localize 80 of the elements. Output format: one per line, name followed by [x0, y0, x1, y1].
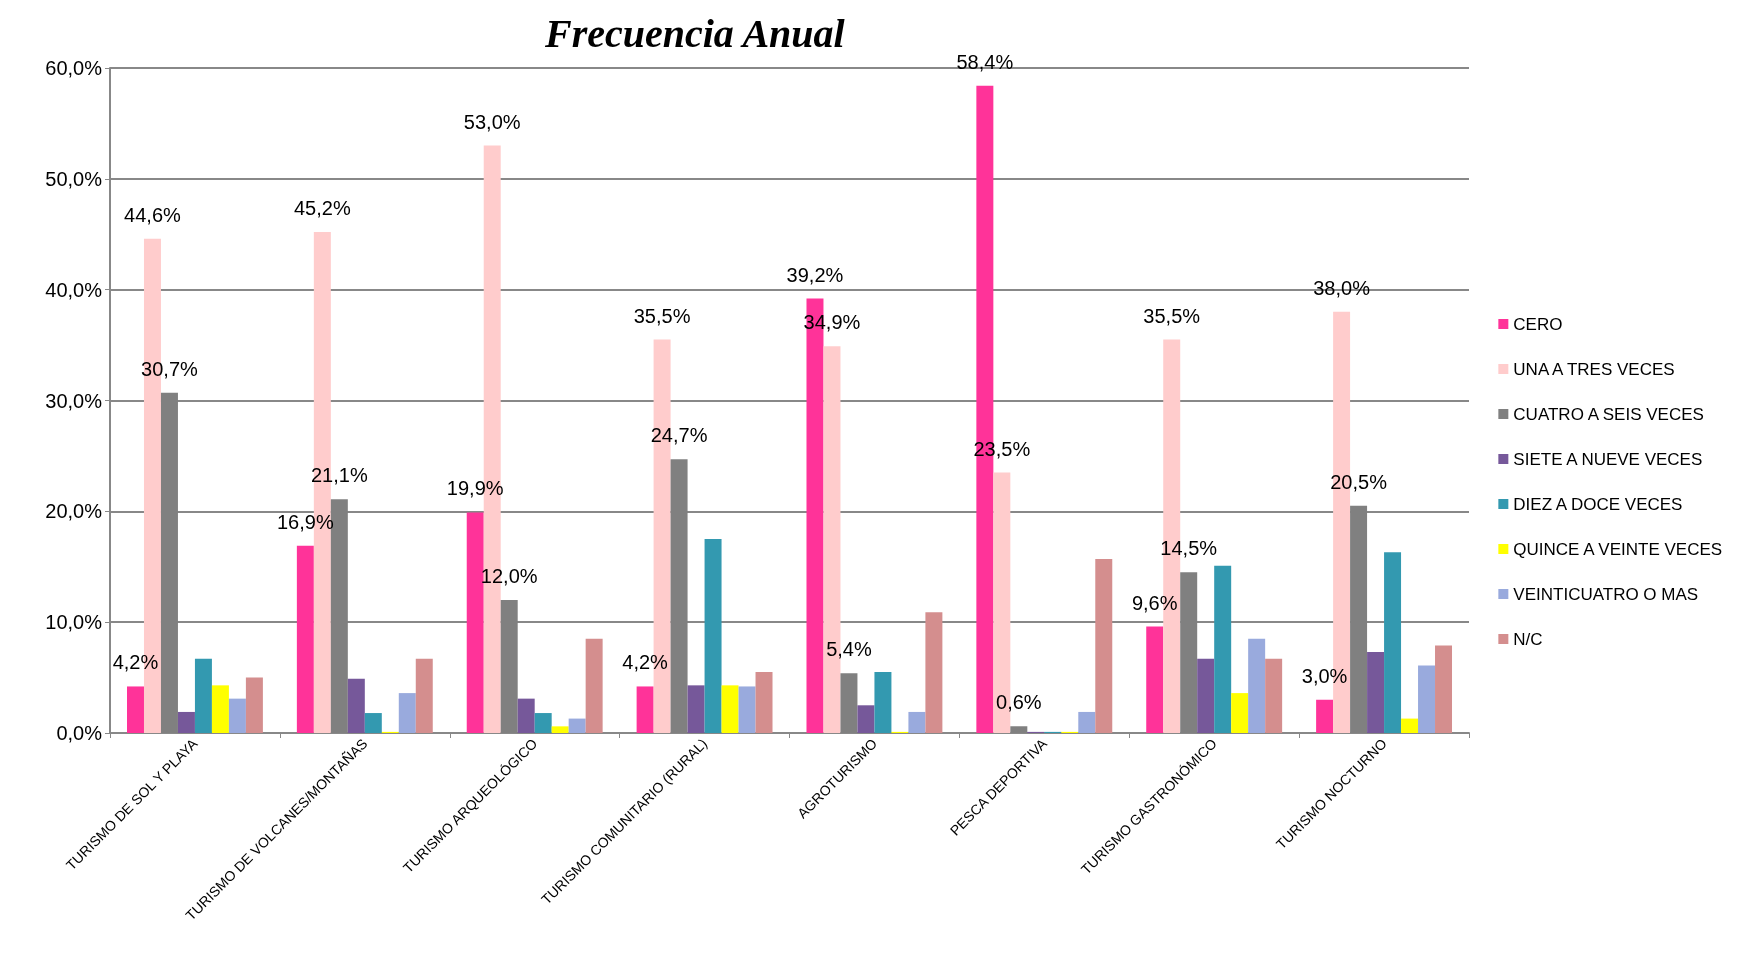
- data-label: 14,5%: [1160, 537, 1218, 560]
- bar: [568, 718, 586, 733]
- bar: [126, 686, 144, 733]
- bar: [1095, 558, 1113, 733]
- bar: [177, 711, 195, 733]
- bar: [721, 685, 739, 733]
- data-label: 35,5%: [1143, 304, 1201, 327]
- y-tick-label: 0,0%: [56, 722, 103, 744]
- y-tick-label: 30,0%: [45, 389, 103, 412]
- legend-label: VEINTICUATRO O MAS: [1513, 584, 1699, 604]
- bar: [908, 711, 926, 733]
- bar: [1197, 658, 1215, 733]
- y-tick-label: 20,0%: [45, 500, 103, 523]
- bar: [211, 685, 229, 733]
- bar: [1316, 699, 1334, 733]
- y-tick-label: 60,0%: [45, 57, 103, 79]
- bar: [398, 693, 416, 733]
- bar: [1401, 718, 1419, 733]
- legend-label: N/C: [1513, 629, 1543, 649]
- legend-label: SIETE A NUEVE VECES: [1513, 449, 1703, 469]
- legend-label: UNA A TRES VECES: [1513, 359, 1675, 379]
- bar: [347, 678, 365, 733]
- legend-label: CERO: [1513, 314, 1563, 334]
- data-label: 5,4%: [826, 638, 872, 661]
- data-label: 4,2%: [622, 651, 669, 674]
- bar: [364, 713, 382, 733]
- bar: [925, 612, 943, 733]
- data-label: 58,4%: [956, 50, 1014, 73]
- y-tick-label: 10,0%: [45, 611, 103, 634]
- data-label: 39,2%: [786, 263, 844, 286]
- bar: [245, 677, 263, 733]
- data-label: 44,6%: [124, 203, 182, 226]
- bar: [1078, 711, 1096, 733]
- bar: [636, 686, 654, 733]
- bar: [857, 705, 875, 733]
- data-label: 16,9%: [277, 510, 334, 533]
- bar: [1367, 652, 1385, 733]
- legend-label: DIEZ A DOCE VECES: [1513, 494, 1683, 514]
- bar: [874, 672, 892, 733]
- data-label: 9,6%: [1131, 591, 1178, 614]
- bar: [1418, 665, 1436, 733]
- bar: [840, 673, 858, 733]
- bar: [1146, 626, 1164, 733]
- bar: [1248, 638, 1266, 733]
- data-label: 4,2%: [112, 651, 159, 674]
- bar: [585, 638, 603, 733]
- data-label: 45,2%: [293, 197, 351, 220]
- bar: [228, 698, 246, 733]
- data-label: 24,7%: [650, 424, 708, 447]
- bar: [1231, 693, 1249, 733]
- bar: [534, 713, 552, 733]
- y-tick-label: 50,0%: [45, 167, 103, 190]
- data-label: 19,9%: [446, 477, 504, 500]
- data-label: 30,7%: [141, 357, 199, 380]
- data-label: 35,5%: [633, 304, 691, 327]
- data-label: 3,0%: [1301, 664, 1348, 687]
- bar: [755, 672, 773, 733]
- data-label: 0,6%: [996, 691, 1042, 714]
- bar: [466, 512, 484, 733]
- data-label: 21,1%: [310, 464, 368, 487]
- bar: [1384, 552, 1402, 733]
- legend-label: CUATRO A SEIS VECES: [1513, 404, 1704, 424]
- bar: [738, 686, 756, 733]
- y-tick-label: 40,0%: [45, 278, 103, 301]
- bar: [1214, 565, 1232, 733]
- legend-label: QUINCE A VEINTE VECES: [1513, 539, 1723, 559]
- bar: [1265, 658, 1283, 733]
- chart-title: Frecuencia Anual: [544, 10, 846, 56]
- bar: [296, 545, 314, 733]
- bar: [704, 539, 722, 733]
- bar: [551, 726, 569, 733]
- data-label: 53,0%: [463, 110, 521, 133]
- data-label: 38,0%: [1313, 276, 1371, 299]
- bar: [415, 658, 433, 733]
- bar: [1010, 726, 1028, 733]
- bar: [687, 685, 705, 733]
- data-label: 20,5%: [1330, 470, 1388, 493]
- bar: [517, 698, 535, 733]
- bar: [194, 658, 212, 733]
- bar: [1435, 645, 1453, 733]
